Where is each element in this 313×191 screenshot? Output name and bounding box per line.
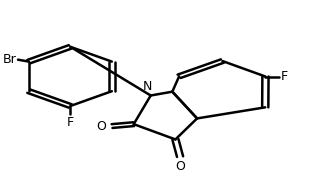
Text: F: F xyxy=(281,70,288,83)
Text: O: O xyxy=(175,160,185,173)
Text: O: O xyxy=(96,120,106,133)
Text: N: N xyxy=(143,80,152,93)
Text: F: F xyxy=(67,116,74,129)
Text: Br: Br xyxy=(3,53,17,66)
